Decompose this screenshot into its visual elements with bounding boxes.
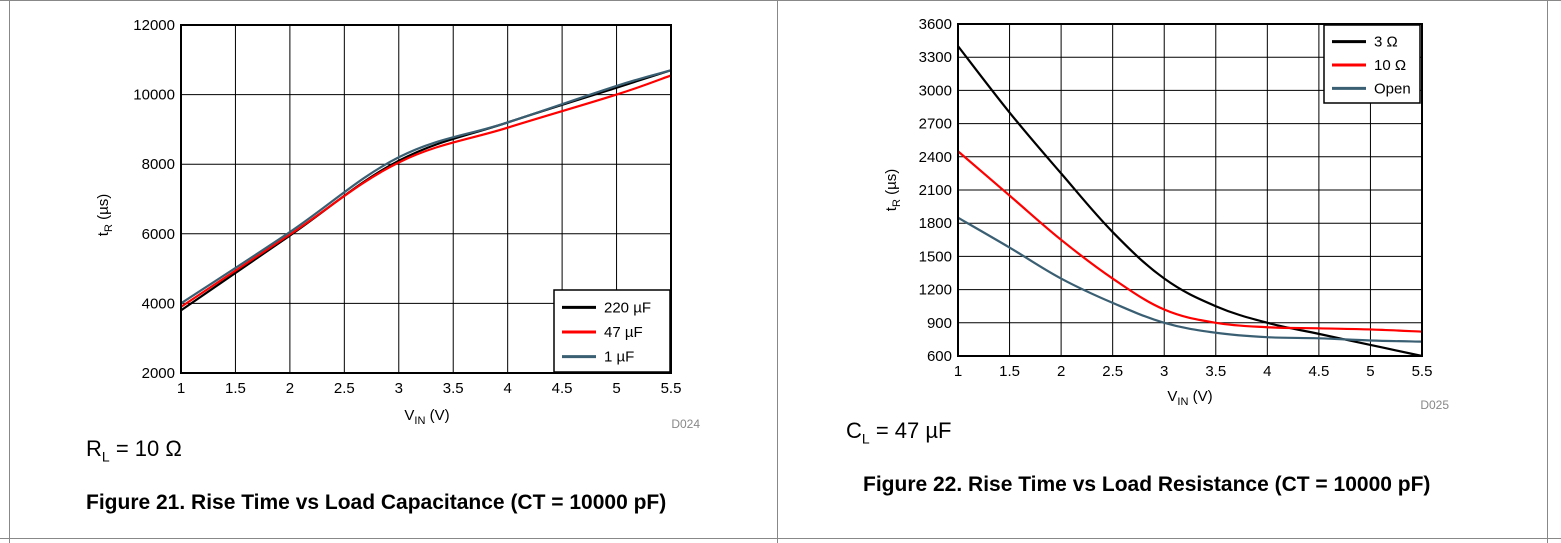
chart1-series-line-0 bbox=[180, 69, 672, 312]
figure21-caption: Figure 21. Rise Time vs Load Capacitance… bbox=[86, 491, 667, 514]
chart1-x-tick-label: 4.5 bbox=[552, 380, 573, 397]
chart2-y-axis-label: tR (µs) bbox=[883, 169, 903, 211]
chart2-x-tick-label: 2 bbox=[1057, 363, 1065, 380]
chart2-y-tick-label: 3600 bbox=[919, 16, 952, 33]
chart2-legend-label-2: Open bbox=[1374, 80, 1411, 97]
chart2-plot-border bbox=[957, 23, 1423, 357]
chart2-x-axis-label: VIN (V) bbox=[1167, 388, 1212, 408]
chart1-x-tick-label: 5.5 bbox=[661, 380, 682, 397]
chart2-series-line-2 bbox=[957, 216, 1423, 343]
chart2-legend-label-1: 10 Ω bbox=[1374, 57, 1406, 74]
chart1-x-tick-label: 4 bbox=[503, 380, 511, 397]
chart2-x-tick-label: 4 bbox=[1263, 363, 1271, 380]
frame-right-border bbox=[1547, 0, 1548, 543]
chart2-figure-code: D025 bbox=[1420, 398, 1449, 412]
chart2-x-tick-label: 5.5 bbox=[1412, 363, 1433, 380]
chart2-tick-labels: 1 1.5 2 2.5 3 3.5 4 4.5 5 5.5 600 900 1200 1500 1800 21… bbox=[919, 16, 1433, 380]
chart2-x-tick-label: 3.5 bbox=[1205, 363, 1226, 380]
chart1-condition: RL = 10 Ω bbox=[86, 436, 182, 464]
chart2-condition-value: = 47 µF bbox=[875, 418, 952, 443]
chart1-series-line-2 bbox=[180, 69, 672, 305]
chart1-x-tick-label: 5 bbox=[612, 380, 620, 397]
chart1-legend: 220 µF 47 µF 1 µF bbox=[553, 289, 671, 373]
chart1-figure-code: D024 bbox=[671, 417, 700, 431]
chart2-condition-sub: L bbox=[861, 430, 870, 447]
frame-bottom-border bbox=[0, 538, 1561, 539]
chart1-legend-label-0: 220 µF bbox=[604, 299, 651, 316]
chart1-series bbox=[180, 69, 672, 312]
figure22-caption: Figure 22. Rise Time vs Load Resistance … bbox=[863, 473, 1431, 496]
frame-center-divider bbox=[777, 0, 778, 543]
chart1-x-tick-label: 1 bbox=[177, 380, 185, 397]
chart1-y-tick-label: 8000 bbox=[142, 156, 175, 173]
chart1-y-tick-label: 4000 bbox=[142, 295, 175, 312]
chart2-series-line-1 bbox=[957, 150, 1423, 333]
chart1-y-axis-label: tR (µs) bbox=[95, 194, 115, 236]
chart1-y-tick-label: 10000 bbox=[133, 87, 175, 104]
chart1-x-tick-label: 2 bbox=[286, 380, 294, 397]
chart1-condition-value: = 10 Ω bbox=[115, 436, 182, 461]
chart2-y-tick-label: 1500 bbox=[919, 248, 952, 265]
chart-rise-time-vs-resistance: 1 1.5 2 2.5 3 3.5 4 4.5 5 5.5 600 900 1200 1500 1800 21… bbox=[883, 16, 1449, 412]
chart2-y-tick-label: 2700 bbox=[919, 116, 952, 133]
chart1-condition-sub: L bbox=[101, 448, 110, 465]
chart2-x-tick-label: 1 bbox=[954, 363, 962, 380]
chart2-legend-label-0: 3 Ω bbox=[1374, 34, 1398, 51]
chart1-tick-labels: 1 1.5 2 2.5 3 3.5 4 4.5 5 5.5 2000 4000 6000 8000 1000… bbox=[133, 17, 681, 397]
chart2-y-tick-label: 1200 bbox=[919, 282, 952, 299]
chart-rise-time-vs-capacitance: 1 1.5 2 2.5 3 3.5 4 4.5 5 5.5 2000 4000 6000 8000 1000… bbox=[95, 17, 700, 431]
chart1-y-tick-label: 12000 bbox=[133, 17, 175, 34]
chart2-x-tick-label: 1.5 bbox=[999, 363, 1020, 380]
chart2-y-tick-label: 900 bbox=[927, 315, 952, 332]
chart2-x-tick-label: 5 bbox=[1366, 363, 1374, 380]
chart1-x-tick-label: 2.5 bbox=[334, 380, 355, 397]
chart1-plot-border bbox=[180, 24, 672, 374]
chart2-condition-symbol: C bbox=[846, 418, 862, 443]
chart2-x-tick-label: 4.5 bbox=[1308, 363, 1329, 380]
chart2-y-tick-label: 2100 bbox=[919, 182, 952, 199]
chart1-series-line-1 bbox=[180, 74, 672, 308]
chart2-y-tick-label: 1800 bbox=[919, 215, 952, 232]
chart2-x-tick-label: 3 bbox=[1160, 363, 1168, 380]
chart1-y-tick-label: 6000 bbox=[142, 226, 175, 243]
chart2-y-tick-label: 3300 bbox=[919, 49, 952, 66]
chart1-legend-label-2: 1 µF bbox=[604, 349, 634, 366]
chart1-condition-symbol: R bbox=[86, 436, 102, 461]
chart2-legend: 3 Ω 10 Ω Open bbox=[1323, 24, 1421, 104]
chart1-x-tick-label: 3 bbox=[395, 380, 403, 397]
chart2-y-tick-label: 600 bbox=[927, 348, 952, 365]
chart2-series bbox=[957, 45, 1423, 358]
chart2-condition: CL = 47 µF bbox=[846, 418, 951, 446]
chart2-y-tick-label: 3000 bbox=[919, 82, 952, 99]
chart1-x-tick-label: 1.5 bbox=[225, 380, 246, 397]
frame-top-border bbox=[0, 0, 1561, 1]
chart1-x-axis-label: VIN (V) bbox=[404, 407, 449, 427]
chart1-legend-label-1: 47 µF bbox=[604, 324, 643, 341]
chart2-y-tick-label: 2400 bbox=[919, 149, 952, 166]
chart1-x-tick-label: 3.5 bbox=[443, 380, 464, 397]
chart1-y-tick-label: 2000 bbox=[142, 365, 175, 382]
chart2-x-tick-label: 2.5 bbox=[1102, 363, 1123, 380]
frame-left-border bbox=[9, 0, 10, 543]
